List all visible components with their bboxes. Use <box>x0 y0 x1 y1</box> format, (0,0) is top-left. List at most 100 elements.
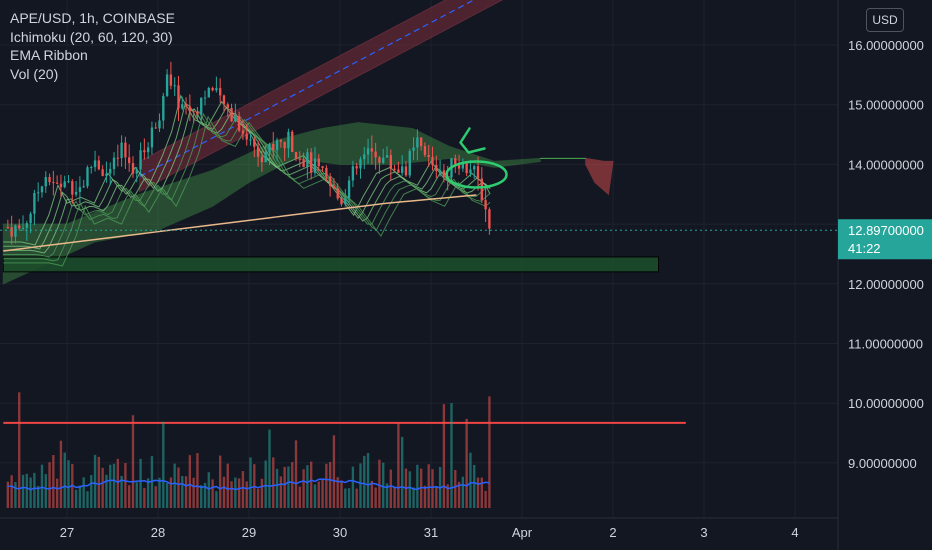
volume-bar <box>18 392 21 508</box>
candle-body <box>461 161 465 169</box>
drawings[interactable] <box>2 0 686 424</box>
volume-bar <box>154 486 157 508</box>
time-tick-label: 28 <box>151 525 165 540</box>
candle-body <box>37 192 40 194</box>
indicator-ema-ribbon[interactable]: EMA Ribbon <box>10 47 88 63</box>
volume-bar <box>207 472 210 508</box>
candle-body <box>18 225 21 229</box>
symbol-label[interactable]: APE/USD, 1h, COINBASE <box>10 10 175 26</box>
candle-body <box>67 181 70 183</box>
volume-bar <box>33 472 36 508</box>
candle-body <box>55 182 59 184</box>
candle-body <box>442 170 446 177</box>
time-tick-label: 27 <box>60 525 74 540</box>
candle-body <box>29 213 32 224</box>
candle-body <box>256 146 260 157</box>
volume-bar <box>37 485 40 508</box>
volume-bar <box>211 479 214 508</box>
volume-bar <box>86 491 89 508</box>
volume-bar <box>101 467 104 508</box>
candle-body <box>427 154 430 158</box>
volume-bar <box>283 466 286 508</box>
candle-body <box>476 166 480 179</box>
volume-bar <box>249 457 252 508</box>
volume-bar <box>55 478 59 508</box>
volume-bar <box>165 483 169 508</box>
annotations[interactable] <box>0 127 838 231</box>
volume-bar <box>226 463 229 508</box>
volume-bar <box>230 481 233 508</box>
candle-body <box>230 108 233 122</box>
candle-body <box>397 169 400 173</box>
volume-bar <box>313 484 317 508</box>
candle-body <box>101 169 104 176</box>
volume-bar <box>21 474 25 508</box>
candle-body <box>203 97 207 99</box>
volume-bar <box>473 464 476 508</box>
candle-body <box>196 111 199 115</box>
volume-bar <box>82 477 85 508</box>
volume-bar <box>63 452 66 508</box>
candle-body <box>52 182 55 184</box>
volume-bar <box>181 476 184 508</box>
volume-bar <box>237 478 241 508</box>
candle-body <box>363 154 366 160</box>
volume-ma-line <box>7 478 490 491</box>
candle-body <box>389 155 392 169</box>
time-axis[interactable]: 27 28 29 30 31 Apr 2 3 4 <box>0 517 838 540</box>
price-tick-label: 14.00000000 <box>848 157 924 172</box>
volume-bar <box>131 415 135 508</box>
volume-bar <box>363 455 366 508</box>
indicator-volume[interactable]: Vol (20) <box>10 65 59 82</box>
candle-body <box>78 187 82 192</box>
candle-body <box>150 127 154 148</box>
volume-bar <box>196 453 199 508</box>
candle-body <box>192 111 195 113</box>
currency-button[interactable]: USD <box>866 8 904 32</box>
volume-bar <box>378 459 381 508</box>
volume-bar <box>416 464 419 508</box>
candle-body <box>313 158 317 173</box>
volume-bar <box>454 469 457 508</box>
volume-bar <box>173 463 176 508</box>
volume-bar <box>74 489 78 508</box>
volume-bar <box>109 464 112 508</box>
candle-body <box>279 140 283 142</box>
volume-bar <box>272 457 275 508</box>
price-axis[interactable]: 9.00000000 10.00000000 11.00000000 12.00000… <box>837 0 932 550</box>
volume-bar <box>423 485 427 508</box>
volume-bar <box>124 463 127 508</box>
price-tick-label: 9.00000000 <box>848 456 917 471</box>
indicator-ichimoku[interactable]: Ichimoku (20, 60, 120, 30) <box>10 28 173 45</box>
volume-bar <box>146 478 150 508</box>
time-tick-label: 3 <box>700 525 707 540</box>
volume-bar <box>59 440 63 508</box>
candle-body <box>162 95 165 121</box>
candle-body <box>63 181 66 188</box>
candle-body <box>480 178 483 201</box>
volume-bar <box>256 488 260 508</box>
candle-body <box>408 150 411 176</box>
volume-bar <box>328 461 332 508</box>
candle-body <box>340 198 343 205</box>
grid <box>0 0 838 518</box>
candle-body <box>116 157 119 159</box>
price-tick-label: 12.00000000 <box>848 277 924 292</box>
candle-body <box>370 148 374 152</box>
candle-body <box>222 95 226 105</box>
volume-bar <box>469 452 472 508</box>
candle-body <box>71 181 74 195</box>
candle-body <box>86 167 89 187</box>
candle-body <box>359 159 362 169</box>
candle-body <box>351 166 355 181</box>
candle-body <box>90 167 93 169</box>
volume-bar <box>128 485 131 508</box>
volume-bar <box>135 482 138 508</box>
candle-body <box>131 163 135 174</box>
volume-bar <box>332 435 336 508</box>
candle-body <box>226 104 229 109</box>
candle-body <box>93 160 97 168</box>
volume-bar <box>192 477 195 508</box>
candle-body <box>385 155 389 158</box>
